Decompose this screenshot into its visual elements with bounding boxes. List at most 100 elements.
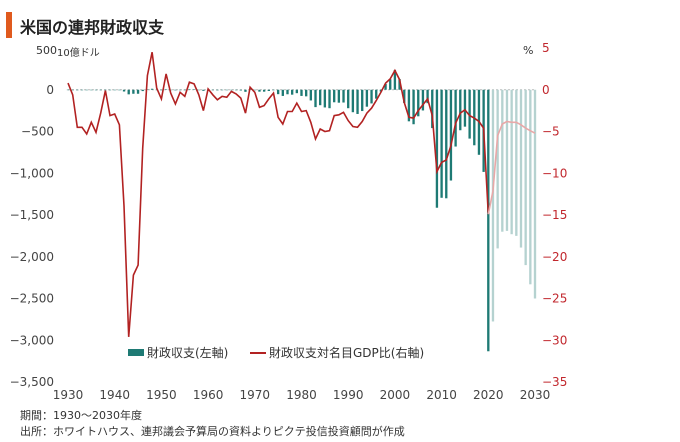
- bar-2007: [426, 89, 429, 104]
- bar-1995: [370, 89, 373, 104]
- bar-1942: [122, 89, 126, 92]
- line-forecast: [487, 120, 536, 215]
- bar-1982: [309, 89, 313, 101]
- bar-1991: [351, 89, 355, 113]
- bar-1945: [136, 89, 140, 94]
- bar-2020: [487, 89, 490, 352]
- bar-1954: [178, 89, 182, 91]
- right-tick-label: −5: [542, 125, 560, 139]
- bar-1939: [108, 89, 112, 91]
- bar-1971: [258, 89, 261, 92]
- bar-1930: [66, 89, 70, 91]
- bar-2008: [431, 89, 434, 129]
- left-axis-unit: 10億ドル: [57, 48, 100, 59]
- chart-title: 米国の連邦財政収支: [20, 18, 165, 37]
- x-tick-label: 1960: [193, 388, 224, 402]
- bar-2023: [501, 89, 504, 232]
- bar-1946: [141, 89, 144, 92]
- left-tick-label: −1,500: [10, 208, 54, 222]
- bar-1940: [113, 89, 116, 91]
- bar-1933: [80, 89, 84, 91]
- line-series: [67, 52, 536, 337]
- bar-2021: [491, 89, 495, 322]
- right-axis: 5 0 −5 −10 −15 −20 −25 −30 −35: [542, 41, 567, 389]
- right-tick-label: −20: [542, 250, 567, 264]
- bar-1980: [300, 89, 303, 96]
- bar-1990: [347, 89, 350, 109]
- bar-1962: [216, 89, 219, 91]
- bar-2010: [440, 89, 443, 198]
- bar-2027: [519, 89, 523, 248]
- bar-1957: [192, 89, 196, 90]
- legend-line-label: 財政収支対名目GDP比(右軸): [269, 345, 424, 360]
- bar-1956: [188, 89, 191, 90]
- bar-1955: [183, 89, 186, 91]
- bar-1938: [104, 89, 107, 91]
- legend-bar-swatch: [128, 349, 144, 356]
- bar-2000: [393, 70, 397, 90]
- bar-2005: [417, 89, 420, 117]
- right-tick-label: −15: [542, 208, 567, 222]
- bar-1931: [71, 89, 74, 91]
- bar-1996: [375, 89, 378, 99]
- right-tick-label: −30: [542, 333, 567, 347]
- bar-1993: [361, 89, 364, 112]
- left-tick-label: −2,000: [10, 250, 54, 264]
- right-tick-label: 5: [542, 41, 550, 55]
- bar-1934: [85, 89, 88, 91]
- right-tick-label: −10: [542, 166, 567, 180]
- bar-1981: [305, 89, 308, 97]
- bar-1977: [286, 89, 289, 95]
- bar-1998: [384, 83, 387, 90]
- right-axis-unit: %: [523, 44, 534, 57]
- bar-1961: [211, 89, 214, 91]
- bar-1967: [239, 89, 242, 91]
- bar-1983: [314, 89, 317, 108]
- bar-2029: [529, 89, 532, 285]
- bar-1994: [365, 89, 369, 107]
- bar-1937: [99, 89, 102, 91]
- x-tick-label: 2010: [426, 388, 457, 402]
- bar-1972: [262, 89, 266, 92]
- bar-1951: [164, 89, 168, 90]
- bar-2006: [421, 89, 425, 111]
- left-axis: 0 −500 −1,000 −1,500 −2,000 −2,500 −3,000 −3,50…: [10, 83, 54, 389]
- bar-1999: [389, 79, 392, 90]
- bar-2001: [398, 79, 401, 90]
- x-tick-label: 1970: [240, 388, 271, 402]
- bar-1986: [328, 89, 331, 109]
- left-tick-label: −2,500: [10, 292, 54, 306]
- bar-1932: [76, 89, 79, 91]
- bar-1964: [225, 89, 228, 91]
- bar-series: [66, 70, 537, 352]
- note-source: 出所：ホワイトハウス、連邦議会予算局の資料よりピクテ投信投資顧問が作成: [20, 425, 405, 438]
- right-tick-label: 0: [542, 83, 550, 97]
- bar-1935: [90, 89, 93, 91]
- legend-bar-label: 財政収支(左軸): [147, 345, 228, 360]
- bar-1979: [295, 89, 298, 94]
- bar-1963: [220, 89, 224, 91]
- bar-2002: [403, 89, 406, 103]
- x-tick-label: 1940: [99, 388, 130, 402]
- bar-1965: [230, 89, 233, 91]
- bar-1973: [267, 89, 270, 92]
- bar-1948: [150, 88, 154, 90]
- bar-2022: [496, 89, 499, 249]
- line-actual: [67, 52, 490, 337]
- bar-1959: [202, 89, 205, 91]
- bar-1950: [160, 89, 163, 91]
- bar-2024: [505, 89, 509, 231]
- bar-1966: [234, 89, 238, 91]
- bar-2011: [445, 89, 448, 199]
- x-tick-label: 1950: [146, 388, 177, 402]
- title-accent-bar: [6, 12, 12, 38]
- left-tick-label: 0: [46, 83, 54, 97]
- bar-2025: [510, 89, 513, 235]
- x-tick-label: 2020: [473, 388, 504, 402]
- note-period: 期間：1930～2030年度: [20, 409, 142, 422]
- bar-2015: [463, 89, 467, 127]
- bar-1947: [146, 89, 149, 90]
- bar-1987: [333, 89, 336, 103]
- bar-2028: [524, 89, 527, 266]
